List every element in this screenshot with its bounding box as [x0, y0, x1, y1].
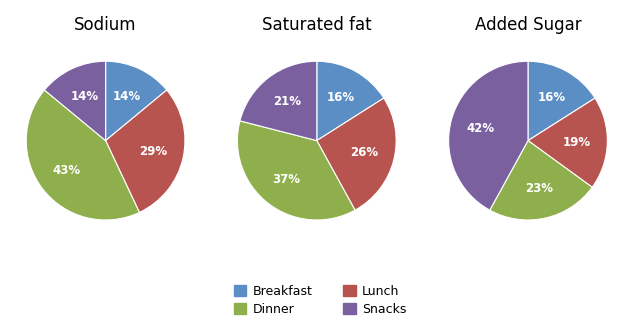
Wedge shape: [528, 98, 607, 187]
Wedge shape: [106, 90, 185, 213]
Text: 21%: 21%: [273, 95, 301, 108]
Wedge shape: [106, 61, 167, 141]
Text: 16%: 16%: [538, 91, 566, 104]
Text: 23%: 23%: [525, 182, 553, 195]
Text: 42%: 42%: [467, 122, 495, 135]
Legend: Breakfast, Dinner, Lunch, Snacks: Breakfast, Dinner, Lunch, Snacks: [228, 280, 412, 321]
Wedge shape: [237, 121, 355, 220]
Text: 29%: 29%: [140, 145, 168, 158]
Title: Saturated fat: Saturated fat: [262, 16, 372, 34]
Wedge shape: [317, 98, 396, 210]
Wedge shape: [449, 61, 528, 210]
Text: 43%: 43%: [52, 164, 81, 177]
Text: 14%: 14%: [70, 90, 99, 103]
Text: 16%: 16%: [326, 91, 355, 104]
Text: 19%: 19%: [563, 136, 591, 149]
Wedge shape: [240, 61, 317, 141]
Wedge shape: [490, 141, 592, 220]
Text: 14%: 14%: [113, 90, 141, 103]
Title: Sodium: Sodium: [74, 16, 137, 34]
Wedge shape: [317, 61, 384, 141]
Text: 26%: 26%: [350, 146, 378, 159]
Wedge shape: [528, 61, 595, 141]
Wedge shape: [26, 90, 140, 220]
Wedge shape: [44, 61, 106, 141]
Text: 37%: 37%: [273, 173, 301, 186]
Title: Added Sugar: Added Sugar: [475, 16, 581, 34]
